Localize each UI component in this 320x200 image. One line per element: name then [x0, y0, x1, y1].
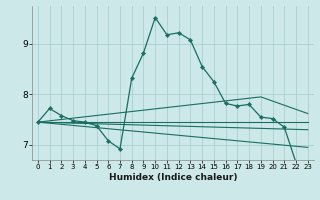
X-axis label: Humidex (Indice chaleur): Humidex (Indice chaleur) [108, 173, 237, 182]
